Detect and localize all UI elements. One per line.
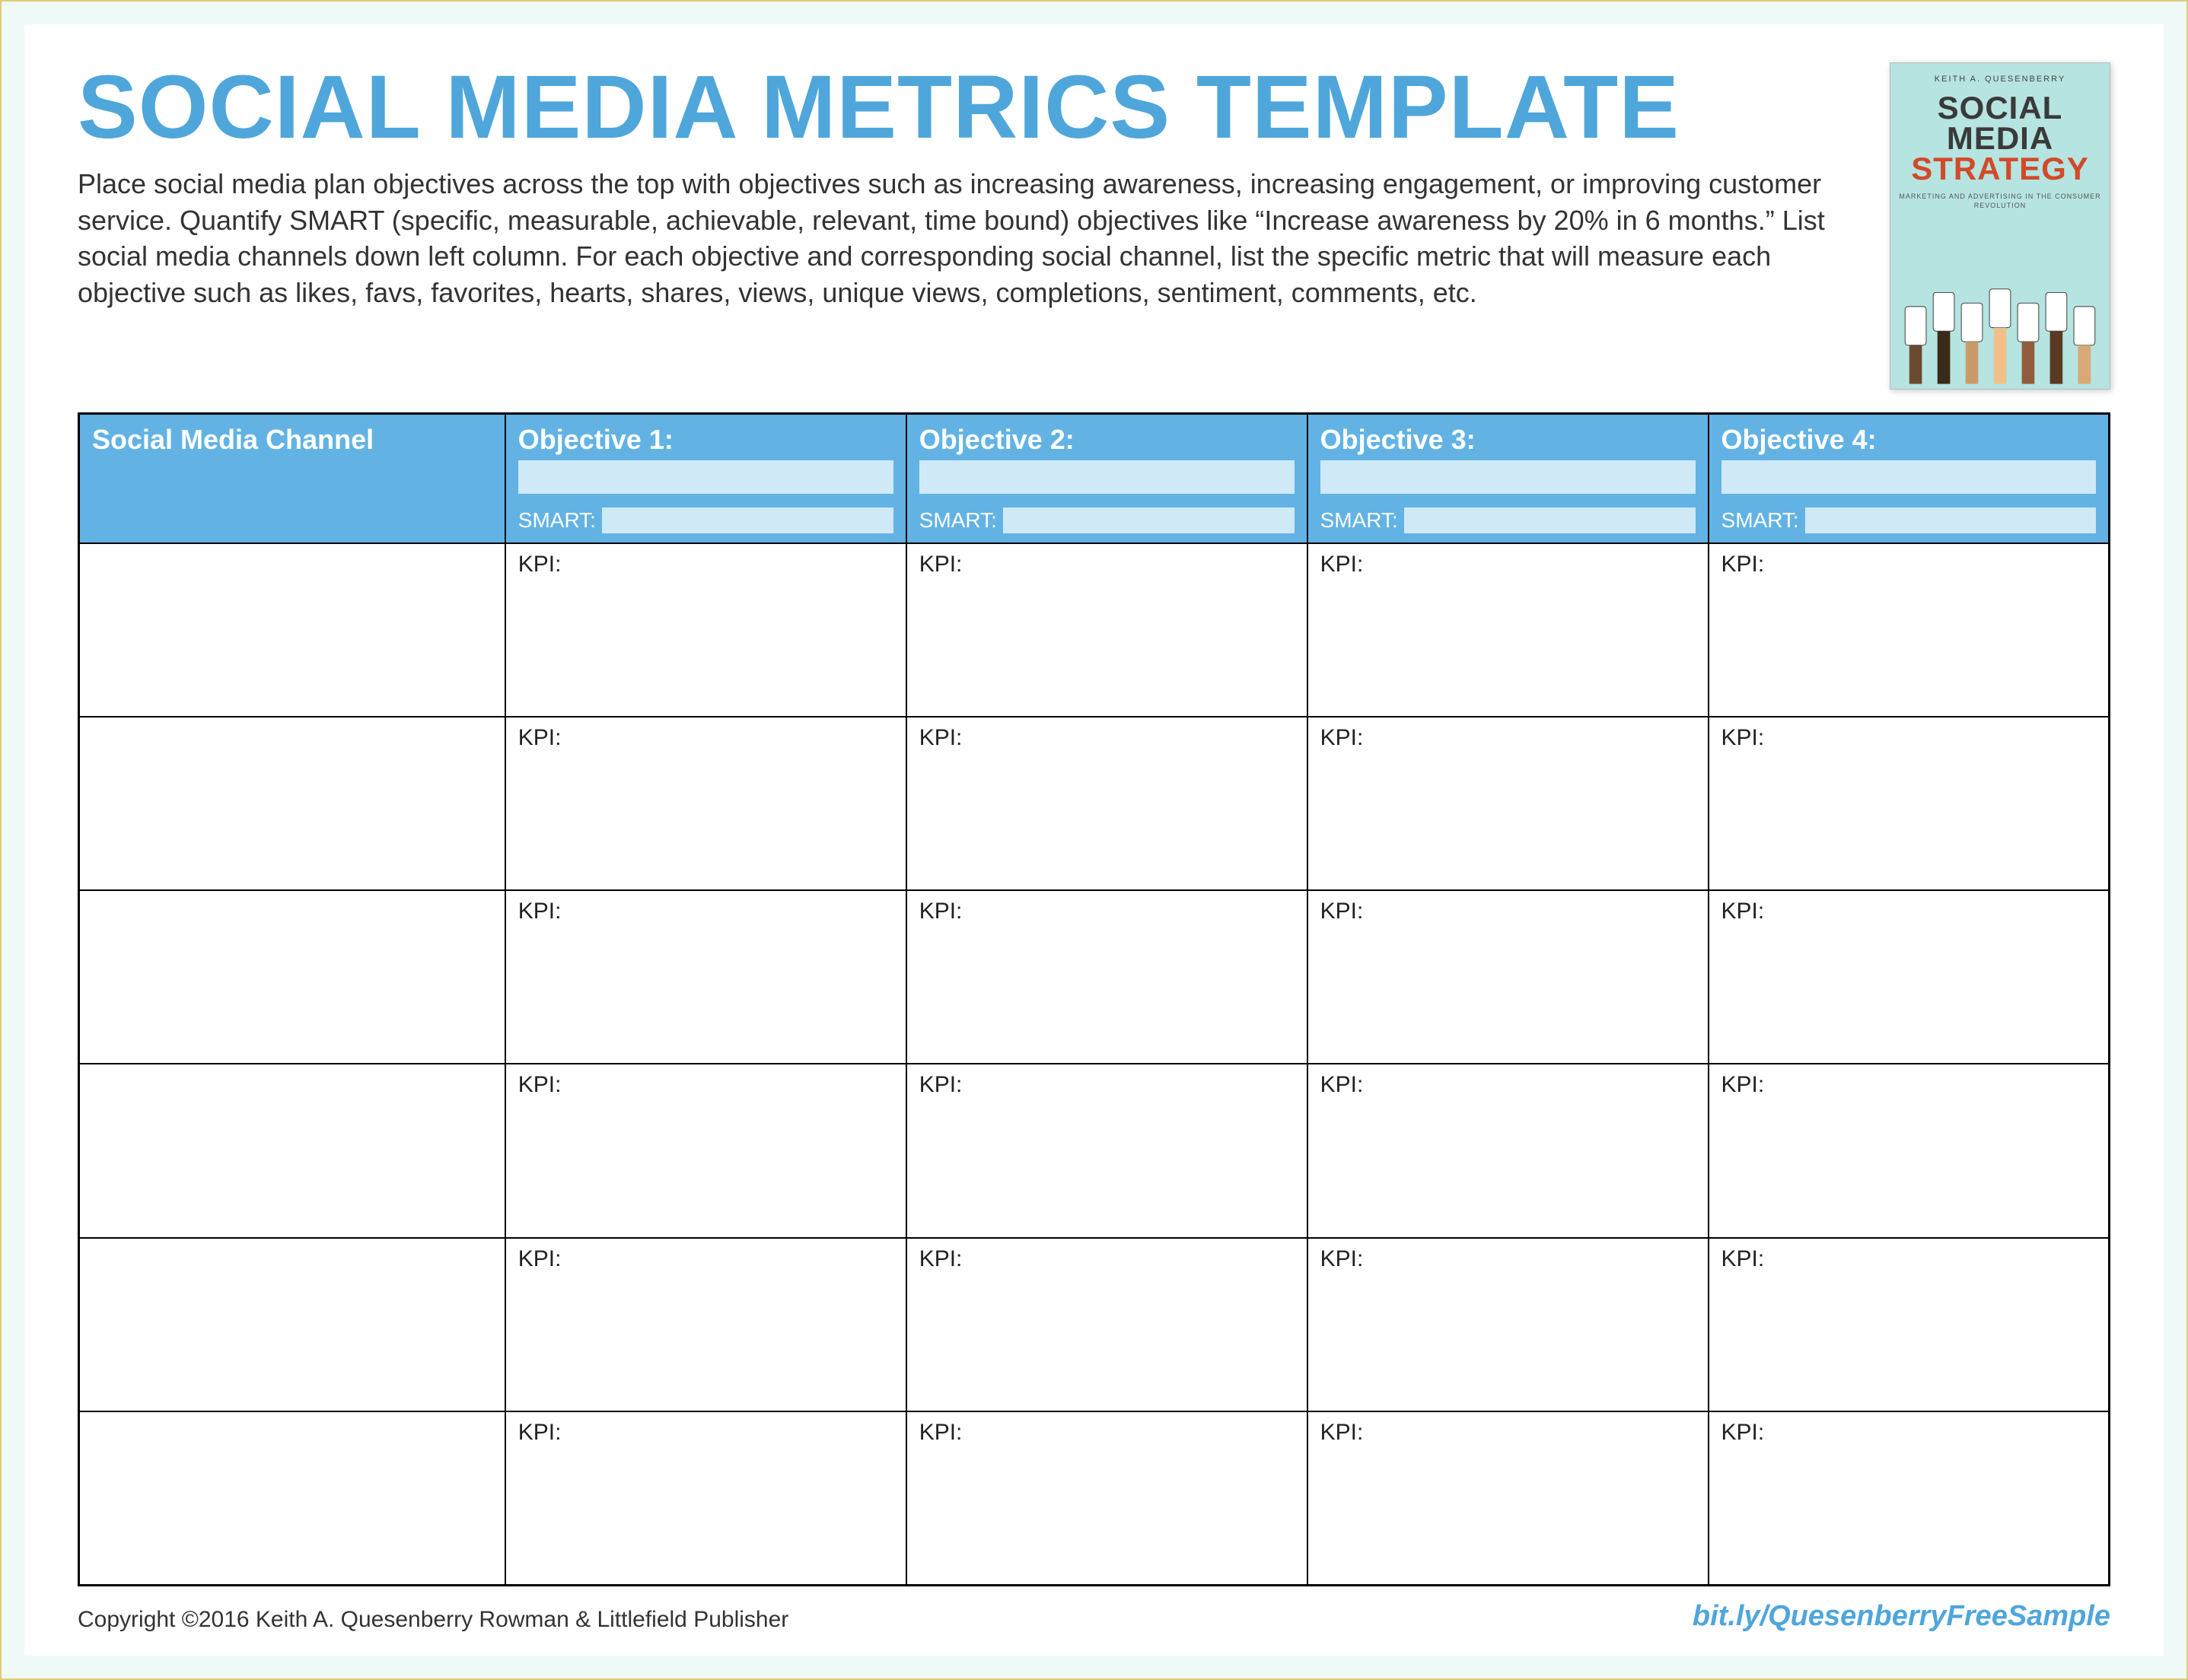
channel-cell[interactable]: [79, 543, 505, 717]
table-row: KPI: KPI: KPI: KPI:: [79, 717, 2110, 890]
table-header-row: Social Media Channel Objective 1: SMART:…: [79, 414, 2110, 543]
objective-4-smart-label: SMART:: [1721, 508, 1799, 533]
kpi-cell[interactable]: KPI:: [906, 1411, 1307, 1585]
metrics-table: Social Media Channel Objective 1: SMART:…: [78, 412, 2110, 1586]
kpi-cell[interactable]: KPI:: [505, 543, 906, 717]
channel-cell[interactable]: [79, 1411, 505, 1585]
kpi-cell[interactable]: KPI:: [906, 890, 1307, 1064]
objective-4-label: Objective 4:: [1721, 424, 2096, 456]
template-sheet: SOCIAL MEDIA METRICS TEMPLATE Place soci…: [24, 24, 2164, 1656]
objective-3-header: Objective 3: SMART:: [1307, 414, 1709, 543]
kpi-cell[interactable]: KPI:: [906, 717, 1307, 890]
objective-4-smart-input[interactable]: [1805, 508, 2096, 533]
kpi-cell[interactable]: KPI:: [505, 717, 906, 890]
header-text-block: SOCIAL MEDIA METRICS TEMPLATE Place soci…: [78, 62, 1859, 310]
channel-cell[interactable]: [79, 1064, 505, 1237]
kpi-cell[interactable]: KPI:: [1307, 543, 1709, 717]
book-subtitle: MARKETING AND ADVERTISING IN THE CONSUME…: [1898, 192, 2102, 211]
page-title: SOCIAL MEDIA METRICS TEMPLATE: [78, 62, 1859, 152]
book-title-line2: STRATEGY: [1911, 154, 2089, 184]
objective-4-input[interactable]: [1721, 460, 2096, 494]
table-row: KPI: KPI: KPI: KPI:: [79, 1411, 2110, 1585]
book-cover-art-icon: [1898, 259, 2102, 389]
objective-1-smart-input[interactable]: [602, 508, 893, 533]
kpi-cell[interactable]: KPI:: [1307, 717, 1709, 890]
header-row: SOCIAL MEDIA METRICS TEMPLATE Place soci…: [78, 62, 2110, 390]
objective-1-input[interactable]: [518, 460, 893, 494]
objective-1-header: Objective 1: SMART:: [505, 414, 906, 543]
book-author: KEITH A. QUESENBERRY: [1935, 75, 2065, 84]
objective-2-header: Objective 2: SMART:: [906, 414, 1307, 543]
kpi-cell[interactable]: KPI:: [1709, 890, 2110, 1064]
objective-1-smart-label: SMART:: [518, 508, 596, 533]
kpi-cell[interactable]: KPI:: [1709, 1411, 2110, 1585]
objective-3-smart-input[interactable]: [1404, 508, 1696, 533]
copyright-text: Copyright ©2016 Keith A. Quesenberry Row…: [78, 1607, 788, 1633]
sample-link[interactable]: bit.ly/QuesenberryFreeSample: [1693, 1600, 2110, 1633]
kpi-cell[interactable]: KPI:: [906, 543, 1307, 717]
objective-2-label: Objective 2:: [919, 424, 1295, 456]
kpi-cell[interactable]: KPI:: [1709, 1064, 2110, 1237]
page-description: Place social media plan objectives acros…: [78, 166, 1859, 310]
kpi-cell[interactable]: KPI:: [1307, 1411, 1709, 1585]
table-row: KPI: KPI: KPI: KPI:: [79, 890, 2110, 1064]
channel-header: Social Media Channel: [79, 414, 505, 543]
table-row: KPI: KPI: KPI: KPI:: [79, 543, 2110, 717]
book-title-line1: SOCIAL MEDIA: [1898, 93, 2102, 154]
kpi-cell[interactable]: KPI:: [906, 1064, 1307, 1237]
objective-1-label: Objective 1:: [518, 424, 893, 456]
kpi-cell[interactable]: KPI:: [1307, 890, 1709, 1064]
table-row: KPI: KPI: KPI: KPI:: [79, 1238, 2110, 1411]
kpi-cell[interactable]: KPI:: [1307, 1064, 1709, 1237]
table-row: KPI: KPI: KPI: KPI:: [79, 1064, 2110, 1237]
objective-3-label: Objective 3:: [1320, 424, 1696, 456]
table-body: KPI: KPI: KPI: KPI: KPI: KPI: KPI: KPI: …: [79, 543, 2110, 1586]
kpi-cell[interactable]: KPI:: [1307, 1238, 1709, 1411]
objective-2-input[interactable]: [919, 460, 1295, 494]
kpi-cell[interactable]: KPI:: [505, 1064, 906, 1237]
kpi-cell[interactable]: KPI:: [505, 890, 906, 1064]
kpi-cell[interactable]: KPI:: [906, 1238, 1307, 1411]
objective-3-input[interactable]: [1320, 460, 1696, 494]
objective-3-smart-label: SMART:: [1320, 508, 1398, 533]
objective-2-smart-input[interactable]: [1003, 508, 1295, 533]
kpi-cell[interactable]: KPI:: [505, 1238, 906, 1411]
objective-2-smart-label: SMART:: [919, 508, 997, 533]
kpi-cell[interactable]: KPI:: [1709, 543, 2110, 717]
channel-cell[interactable]: [79, 1238, 505, 1411]
footer: Copyright ©2016 Keith A. Quesenberry Row…: [78, 1600, 2110, 1633]
book-cover-image: KEITH A. QUESENBERRY SOCIAL MEDIA STRATE…: [1890, 62, 2110, 390]
channel-cell[interactable]: [79, 717, 505, 890]
objective-4-header: Objective 4: SMART:: [1709, 414, 2110, 543]
kpi-cell[interactable]: KPI:: [505, 1411, 906, 1585]
kpi-cell[interactable]: KPI:: [1709, 717, 2110, 890]
kpi-cell[interactable]: KPI:: [1709, 1238, 2110, 1411]
channel-cell[interactable]: [79, 890, 505, 1064]
